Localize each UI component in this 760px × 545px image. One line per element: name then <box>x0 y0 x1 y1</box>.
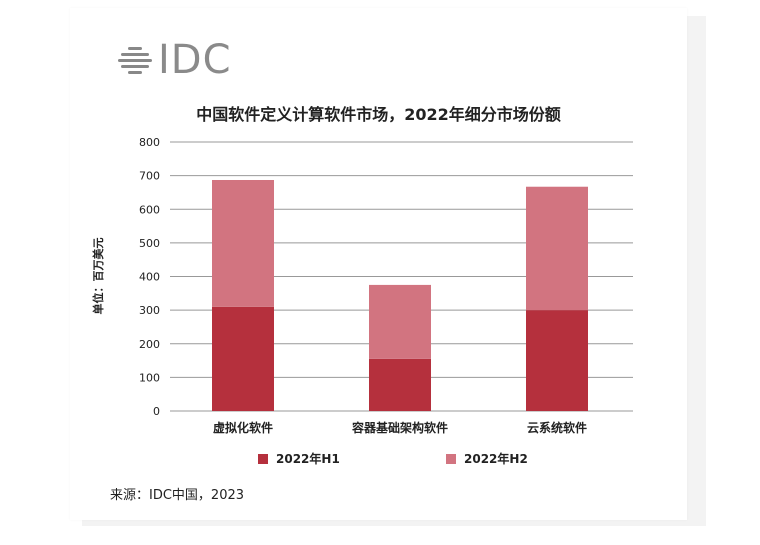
bar-segment <box>369 284 431 359</box>
idc-logo: IDC <box>118 38 232 82</box>
y-tick-label: 600 <box>139 203 160 216</box>
y-tick-label: 300 <box>139 304 160 317</box>
legend-item-h2: 2022年H2 <box>446 450 528 467</box>
bar-segment <box>526 310 588 411</box>
source-note: 来源：IDC中国，2023 <box>110 488 245 503</box>
bar-segment <box>369 358 431 411</box>
legend-item-h1: 2022年H1 <box>258 450 340 467</box>
bar-segment <box>212 179 274 307</box>
y-tick-label: 800 <box>139 136 160 149</box>
y-tick-label: 400 <box>139 271 160 284</box>
x-axis-categories: 虚拟化软件 容器基础架构软件 云系统软件 <box>213 420 587 435</box>
y-tick-label: 500 <box>139 237 160 250</box>
idc-stripes-logo-icon <box>118 43 152 77</box>
logo-text: IDC <box>158 37 232 83</box>
y-axis-ticks: 0 100 200 300 400 500 600 700 800 <box>139 136 160 418</box>
bar-segment <box>526 186 588 311</box>
y-tick-label: 0 <box>153 405 160 418</box>
y-tick-label: 100 <box>139 371 160 384</box>
legend-label-h1: 2022年H1 <box>276 452 340 466</box>
y-tick-label: 200 <box>139 338 160 351</box>
x-category-label: 容器基础架构软件 <box>351 420 448 435</box>
x-category-label: 虚拟化软件 <box>213 420 273 435</box>
bars <box>212 179 588 411</box>
bar-segment <box>212 306 274 411</box>
chart-title: 中国软件定义计算软件市场，2022年细分市场份额 <box>196 105 561 124</box>
legend-swatch-h2 <box>446 453 456 464</box>
legend-swatch-h1 <box>258 453 268 464</box>
x-category-label: 云系统软件 <box>527 420 587 435</box>
legend-label-h2: 2022年H2 <box>464 452 528 466</box>
y-tick-label: 700 <box>139 170 160 183</box>
